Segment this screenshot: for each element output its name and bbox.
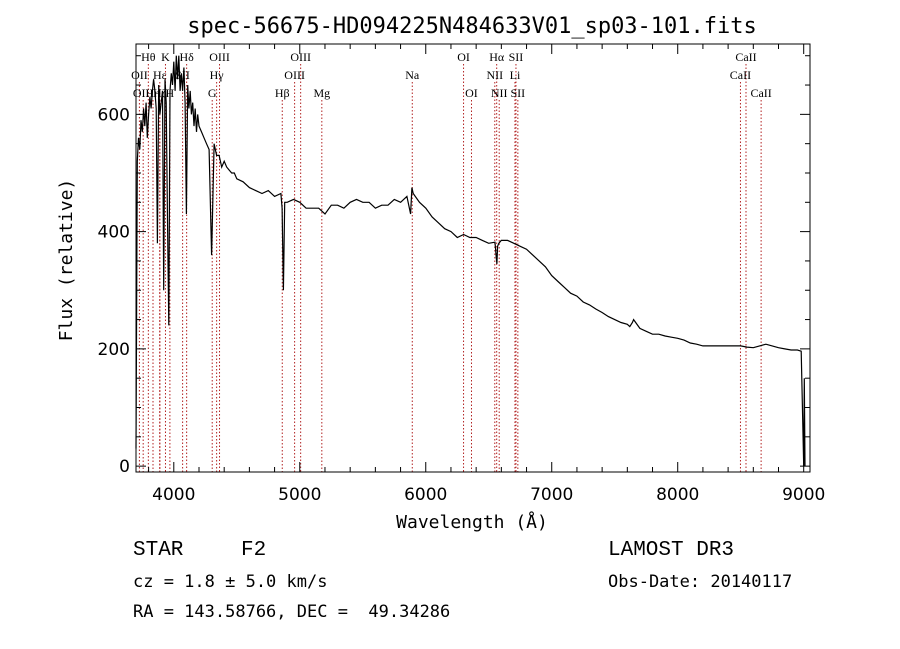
ra-dec-coordinates: RA = 143.58766, DEC = 49.34286 [133,602,451,622]
line-label-18: OI [457,50,470,64]
x-axis-ticks: 4000 5000 6000 7000 8000 9000 [148,44,825,505]
line-label-17: Na [405,68,420,82]
line-label-4: Hε [153,68,167,82]
observation-date: Obs-Date: 20140117 [608,572,793,592]
x-tick-label-8000: 8000 [656,485,699,505]
line-label-26: CaII [735,50,756,64]
line-label-1: OII [131,68,148,82]
y-axis-ticks: 0 200 400 600 [98,55,810,477]
line-label-5: Hζ [153,86,167,100]
y-tick-label-400: 400 [98,223,130,243]
line-label-22: NII [491,86,508,100]
line-label-15: OIII [284,68,305,82]
line-label-27: CaII [730,68,751,82]
line-label-28: CaII [750,86,771,100]
line-label-6: K [161,50,170,64]
line-label-23: SII [509,50,524,64]
line-label-21: NII [486,68,503,82]
line-label-2: OIII [133,86,154,100]
survey-name: LAMOST DR3 [608,539,735,562]
line-label-11: Hγ [210,68,225,82]
line-label-13: Hβ [275,86,290,100]
y-tick-label-200: 200 [98,340,130,360]
line-label-19: OI [465,86,478,100]
line-label-12: G [208,86,217,100]
line-label-20: Hα [489,50,505,64]
spectrum-line [135,55,806,467]
object-type: STAR [133,539,184,562]
line-label-14: OIII [290,50,311,64]
x-tick-label-7000: 7000 [530,485,573,505]
object-subclass: F2 [241,539,267,562]
y-axis-label: Flux (relative) [56,179,77,342]
line-label-25: SII [511,86,526,100]
x-tick-label-6000: 6000 [404,485,447,505]
y-tick-label-0: 0 [119,457,130,477]
line-label-3: Hη [146,86,161,100]
line-label-9: Hδ [179,50,194,64]
line-label-16: Mg [313,86,330,100]
line-label-0: Hθ [141,50,156,64]
x-tick-label-9000: 9000 [782,485,825,505]
y-tick-label-600: 600 [98,105,130,125]
line-label-10: OIII [209,50,230,64]
redshift-cz: cz = 1.8 ± 5.0 km/s [133,572,328,592]
line-label-24: Li [510,68,521,82]
emission-line-markers [138,64,762,472]
x-tick-label-5000: 5000 [278,485,321,505]
x-tick-label-4000: 4000 [152,485,195,505]
chart-title: spec-56675-HD094225N484633V01_sp03-101.f… [187,14,757,39]
plot-frame [135,43,811,473]
x-axis-label: Wavelength (Å) [396,511,548,533]
